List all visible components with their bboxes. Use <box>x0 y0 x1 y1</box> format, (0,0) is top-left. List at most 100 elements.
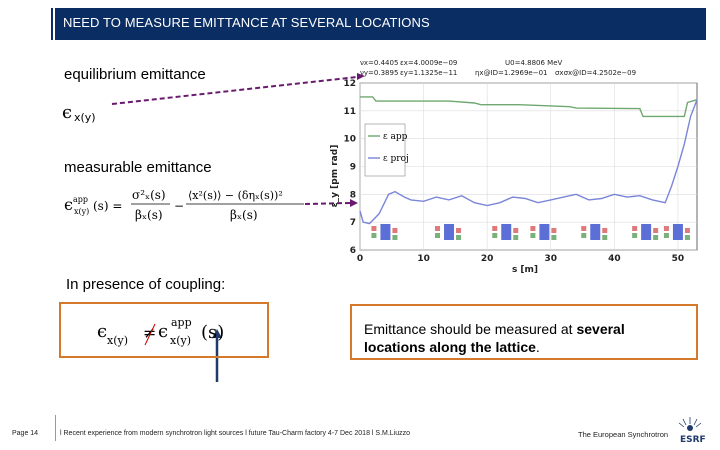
measurable-label: measurable emittance <box>64 159 212 176</box>
coupling-formula: ϵ x(y) ≠ ϵ app x(y) (s) <box>97 316 224 347</box>
footer-separator <box>55 415 56 441</box>
footer-text: l Recent experience from modern synchrot… <box>60 430 411 437</box>
magnet-dipole <box>641 224 652 240</box>
magnet-sext <box>435 233 441 238</box>
magnet-sext <box>371 233 377 238</box>
xtick-label: 20 <box>481 254 494 264</box>
svg-text:x(y): x(y) <box>74 207 89 216</box>
footer-brand: The European Synchrotron <box>578 430 669 439</box>
ytick-label: 11 <box>343 107 356 117</box>
note-box: Emittance should be measured at several … <box>350 304 698 360</box>
svg-text:⟨x²(s)⟩ − (δηₓ(s))²: ⟨x²(s)⟩ − (δηₓ(s))² <box>188 189 283 202</box>
svg-text:−: − <box>174 199 184 213</box>
xtick-label: 50 <box>672 254 685 264</box>
plot-param: σxσx@ID=4.2502e−09 <box>555 69 636 77</box>
magnet-quad <box>632 226 638 231</box>
xtick-label: 0 <box>357 254 363 264</box>
xtick-label: 40 <box>608 254 621 264</box>
ytick-label: 8 <box>350 190 356 200</box>
plot-param: U0=4.8806 MeV <box>505 59 563 67</box>
plot-legend-box <box>364 123 406 177</box>
ytick-label: 7 <box>350 218 356 228</box>
xtick-label: 30 <box>544 254 557 264</box>
magnet-sext <box>392 235 398 240</box>
svg-text:x(y): x(y) <box>74 111 96 124</box>
magnet-quad <box>456 228 462 233</box>
plot-xlabel: s [m] <box>512 265 538 275</box>
svg-text:(s) =: (s) = <box>93 199 122 213</box>
note-text-1: Emittance should be measured at <box>364 321 577 337</box>
magnet-quad <box>663 226 669 231</box>
page-number: Page 14 <box>12 430 39 437</box>
magnet-sext <box>663 233 669 238</box>
magnet-sext <box>513 235 519 240</box>
series-line-proj <box>359 99 698 225</box>
magnet-quad <box>530 226 536 231</box>
svg-text:app: app <box>171 316 192 329</box>
equilibrium-emittance-formula: ϵ x(y) <box>62 102 96 124</box>
plot-param: νx=0.4405 <box>360 59 398 67</box>
magnet-dipole <box>672 224 683 240</box>
plot-param: ηx@ID=1.2969e−01 <box>475 69 547 77</box>
legend-label: ε app <box>383 132 408 142</box>
magnet-sext <box>581 233 587 238</box>
magnet-quad <box>392 228 398 233</box>
esrf-logo-text: ESRF <box>680 435 706 445</box>
equilibrium-label: equilibrium emittance <box>64 66 206 83</box>
esrf-logo: ESRF <box>678 417 706 445</box>
magnet-quad <box>492 226 498 231</box>
magnet-sext <box>492 233 498 238</box>
plot-param: εy=1.1325e−11 <box>400 69 457 77</box>
magnet-quad <box>581 226 587 231</box>
magnet-sext <box>632 233 638 238</box>
note-bold-1: several <box>576 321 625 337</box>
magnet-dipole <box>380 224 391 240</box>
magnet-dipole <box>539 224 550 240</box>
svg-text:ϵ: ϵ <box>62 102 72 123</box>
magnet-sext <box>530 233 536 238</box>
xtick-label: 10 <box>417 254 430 264</box>
svg-text:ϵ: ϵ <box>97 321 107 342</box>
magnet-sext <box>653 235 659 240</box>
coupling-formula-box <box>59 302 269 358</box>
magnet-quad <box>684 228 690 233</box>
svg-text:x(y): x(y) <box>107 334 128 347</box>
svg-text:βₓ(s): βₓ(s) <box>230 208 258 222</box>
series-line-app <box>360 96 698 118</box>
magnet-quad <box>435 226 441 231</box>
note-bold-2: locations along the lattice <box>364 339 536 356</box>
magnet-sext <box>602 235 608 240</box>
svg-text:σ²ₓ(s): σ²ₓ(s) <box>132 188 166 202</box>
svg-text:ϵ: ϵ <box>64 195 73 214</box>
magnet-dipole <box>590 224 601 240</box>
plot-param: εx=4.0009e−09 <box>400 59 457 67</box>
magnet-dipole <box>444 224 455 240</box>
magnet-sext <box>456 235 462 240</box>
ytick-label: 6 <box>350 246 356 256</box>
magnet-quad <box>551 228 557 233</box>
svg-text:app: app <box>73 195 88 204</box>
title-bar <box>55 8 706 40</box>
ytick-label: 9 <box>350 163 356 173</box>
title-separator <box>51 8 53 40</box>
coupling-label: In presence of coupling: <box>66 276 226 293</box>
magnet-quad <box>602 228 608 233</box>
magnet-sext <box>551 235 557 240</box>
svg-text:ϵ: ϵ <box>158 321 168 342</box>
plot-param: νy=0.3895 <box>360 69 398 77</box>
plot-ylabel: ε_y [pm rad] <box>330 145 340 208</box>
magnet-quad <box>371 226 377 231</box>
note-end: . <box>535 339 540 356</box>
svg-text:(s): (s) <box>201 322 224 343</box>
magnet-quad <box>513 228 519 233</box>
measurable-emittance-formula: ϵ app x(y) (s) = σ²ₓ(s) βₓ(s) − ⟨x²(s)⟩ … <box>64 188 304 222</box>
slide-title: NEED TO MEASURE EMITTANCE AT SEVERAL LOC… <box>63 15 430 30</box>
ytick-label: 12 <box>343 79 356 89</box>
svg-text:βₓ(s): βₓ(s) <box>135 208 163 222</box>
magnet-sext <box>684 235 690 240</box>
svg-text:x(y): x(y) <box>170 334 191 347</box>
ytick-label: 10 <box>343 135 356 145</box>
legend-label: ε proj <box>383 154 409 164</box>
